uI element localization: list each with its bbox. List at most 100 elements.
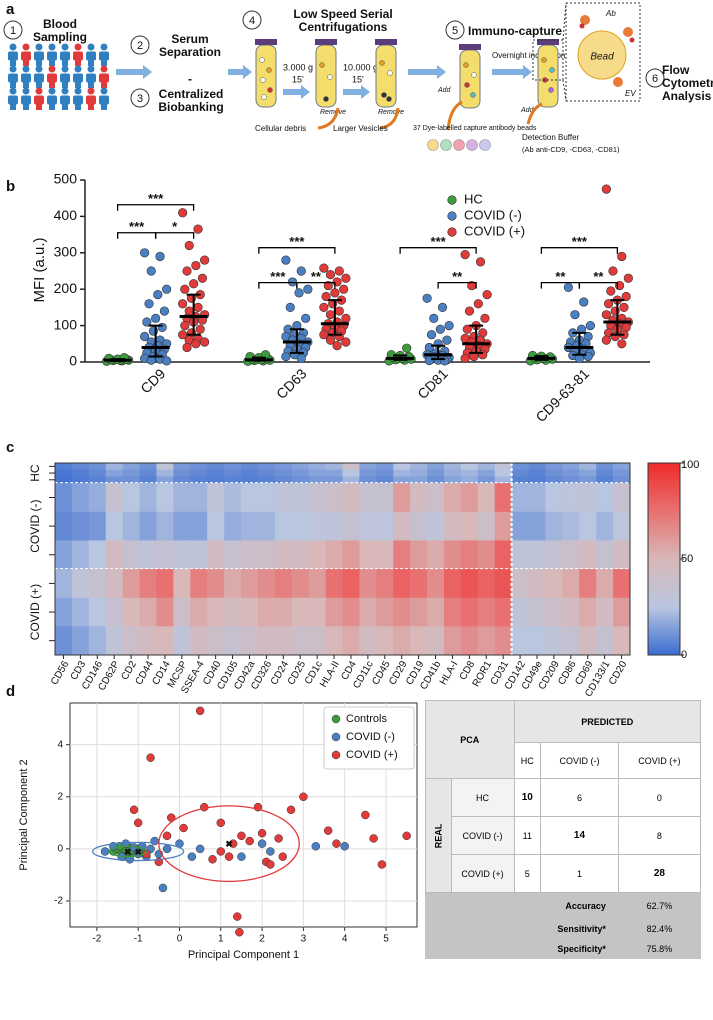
person-head xyxy=(74,87,82,95)
significance-label: * xyxy=(172,219,178,234)
point xyxy=(216,818,226,828)
ev-label: EV xyxy=(625,89,636,98)
arrow xyxy=(408,65,446,79)
legend-marker xyxy=(331,714,341,724)
heat-cell xyxy=(291,626,309,656)
person-legs xyxy=(49,60,55,66)
heat-cell xyxy=(477,463,496,471)
heat-cell xyxy=(528,511,546,541)
tube-dot xyxy=(549,67,555,73)
heat-cell xyxy=(139,540,157,570)
heat-cell xyxy=(224,569,242,599)
significance-bracket xyxy=(578,281,619,289)
heat-cell xyxy=(410,511,428,541)
bead-icon xyxy=(453,139,465,151)
colorbar-label: 0 xyxy=(681,649,687,661)
spin-time: 15' xyxy=(292,74,304,84)
bead-icon xyxy=(427,139,439,151)
person-body xyxy=(86,95,96,105)
matrix-cell: 11 xyxy=(513,816,542,855)
beads-label: 37 Dye-labelled capture antibody beads xyxy=(413,125,537,132)
heat-cell xyxy=(393,626,411,656)
point xyxy=(146,753,155,762)
tube-dot xyxy=(463,62,469,68)
x-tick-label: CD81 xyxy=(414,365,451,402)
person-head xyxy=(48,87,56,95)
spin-speed: 10.000 g xyxy=(343,62,378,72)
step-circle xyxy=(445,20,465,40)
legend-label: COVID (+) xyxy=(464,223,525,238)
heat-cell xyxy=(207,540,225,570)
dot xyxy=(178,208,188,218)
dot xyxy=(429,313,439,323)
dot xyxy=(294,288,304,298)
person-head xyxy=(35,43,43,51)
heatmap-frame xyxy=(54,462,631,656)
step-title: Blood Sampling xyxy=(32,17,87,44)
tube-dot xyxy=(267,87,273,93)
heat-cell xyxy=(376,569,394,599)
heat-cell xyxy=(342,540,360,570)
person-legs xyxy=(36,60,42,66)
point xyxy=(245,836,254,846)
tube-dot xyxy=(261,94,267,100)
corner-cell: PCA xyxy=(425,700,515,779)
person-body xyxy=(34,73,44,83)
heat-cell xyxy=(156,511,174,541)
person-head xyxy=(9,87,17,95)
heat-cell xyxy=(122,626,140,656)
tube xyxy=(537,44,559,108)
heat-cell xyxy=(511,626,529,656)
heat-cell xyxy=(173,476,191,484)
dot xyxy=(197,273,208,283)
confidence-ellipse xyxy=(108,845,148,858)
dot xyxy=(153,290,163,300)
significance-label: *** xyxy=(148,191,164,206)
heat-cell xyxy=(241,476,259,484)
point xyxy=(129,805,139,815)
heat-cell xyxy=(562,569,580,599)
heat-cell xyxy=(105,597,123,627)
person-body xyxy=(60,73,70,83)
heat-cell xyxy=(545,469,563,477)
matrix-cell: 6 xyxy=(540,778,619,817)
heat-cell xyxy=(359,626,377,656)
dot xyxy=(563,282,573,292)
column-label: CD20 xyxy=(607,659,630,687)
significance-bracket xyxy=(116,204,195,211)
tube-dot xyxy=(387,70,393,76)
step-number: 2 xyxy=(137,40,143,52)
person-head xyxy=(74,65,82,73)
person-body xyxy=(99,95,109,105)
dot xyxy=(442,335,452,345)
heat-cell xyxy=(528,476,546,484)
point xyxy=(257,828,267,838)
heat-cell xyxy=(545,511,563,541)
point xyxy=(311,842,321,851)
heat-cell xyxy=(511,569,529,599)
heat-cell xyxy=(241,463,259,471)
heat-cell xyxy=(325,626,343,656)
heat-cell xyxy=(325,476,343,484)
heat-cell xyxy=(274,483,293,513)
heat-cell xyxy=(207,569,225,599)
heat-cell xyxy=(71,483,90,513)
person-head xyxy=(87,65,95,73)
heat-cell xyxy=(325,540,343,570)
dot xyxy=(583,351,593,362)
heat-cell xyxy=(460,597,479,627)
heat-cell xyxy=(511,476,529,484)
x-tick-label: 3 xyxy=(301,934,307,945)
dot xyxy=(281,351,291,362)
heat-cell xyxy=(325,469,343,477)
person-head xyxy=(87,87,95,95)
add-label: Add xyxy=(437,87,452,94)
metric-value: 75.8% xyxy=(617,938,702,959)
heat-cell xyxy=(71,476,90,484)
dot xyxy=(321,291,331,302)
heat-cell xyxy=(579,569,597,599)
heat-cell xyxy=(596,626,614,656)
heat-cell xyxy=(376,540,394,570)
heat-cell xyxy=(511,540,529,570)
heat-cell xyxy=(342,626,360,656)
